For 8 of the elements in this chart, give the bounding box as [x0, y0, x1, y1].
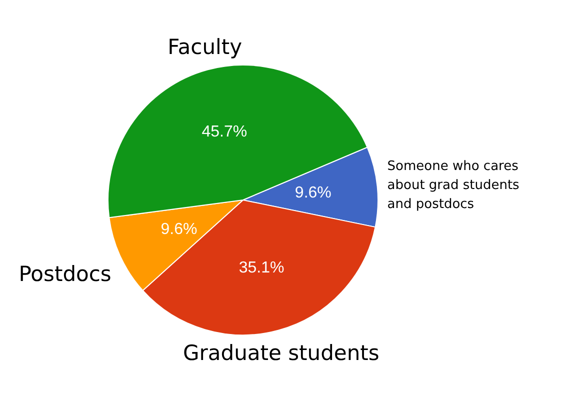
slice-label: Someone who cares about grad students and postdocs	[387, 159, 524, 212]
data-label: 9.6%	[160, 221, 198, 238]
data-label: 35.1%	[238, 260, 284, 277]
slice-label: Postdocs	[18, 262, 112, 286]
slice-label: Faculty	[168, 35, 242, 60]
slice-label: Graduate students	[182, 340, 380, 365]
data-label: 45.7%	[202, 123, 248, 140]
data-label: 9.6%	[294, 184, 332, 202]
